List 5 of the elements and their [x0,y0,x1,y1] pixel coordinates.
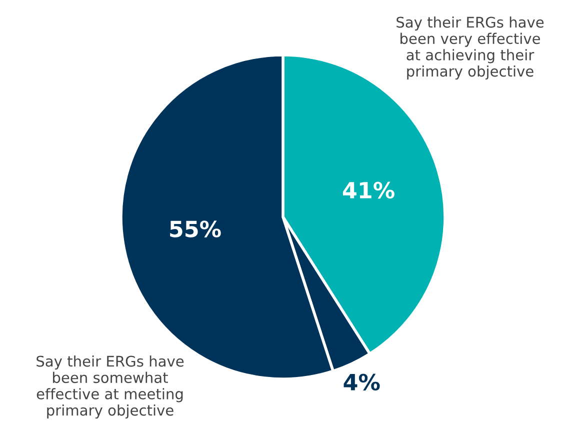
data-label: 55% [170,220,221,238]
data-label: 4% [344,374,380,391]
data-label: 41% [342,182,394,199]
slice-label: Say their ERGs have been somewhat effective at meeting primary objective [36,355,184,419]
slice-label: Say their ERGs have been very effective at achieving their primary objective [396,16,544,80]
